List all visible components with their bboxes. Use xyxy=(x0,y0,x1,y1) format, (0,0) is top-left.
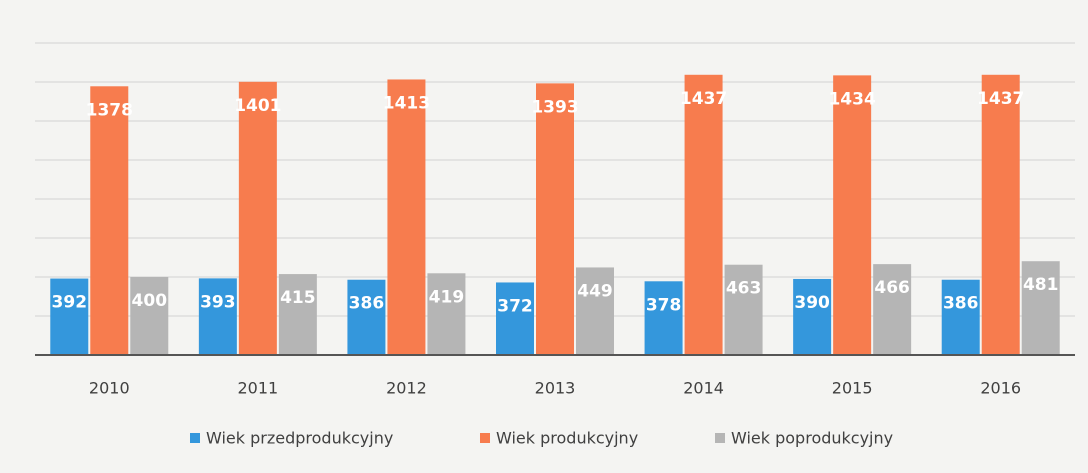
bar xyxy=(724,264,763,355)
bar xyxy=(238,81,277,356)
bar xyxy=(981,74,1020,355)
value-label: 419 xyxy=(429,287,465,307)
value-label: 1413 xyxy=(383,93,430,113)
value-label: 466 xyxy=(874,278,910,298)
bar xyxy=(576,267,614,355)
value-label: 415 xyxy=(280,288,316,308)
bar xyxy=(833,75,872,356)
value-label: 1378 xyxy=(86,100,133,120)
value-label: 463 xyxy=(726,279,762,299)
value-label: 449 xyxy=(577,281,613,301)
bar xyxy=(90,86,129,355)
value-label: 1393 xyxy=(531,97,578,117)
bar xyxy=(1021,261,1060,355)
bar xyxy=(50,278,89,355)
x-tick-label: 2011 xyxy=(237,379,278,398)
bar xyxy=(941,279,980,355)
legend-swatch xyxy=(480,433,490,443)
value-label: 400 xyxy=(132,291,168,311)
bar xyxy=(278,274,317,355)
bar xyxy=(793,278,832,355)
bar xyxy=(427,273,466,355)
bar xyxy=(347,279,386,355)
value-label: 378 xyxy=(646,295,682,315)
x-tick-label: 2010 xyxy=(89,379,130,398)
bar xyxy=(873,264,912,355)
value-label: 1401 xyxy=(234,96,281,116)
value-label: 1437 xyxy=(977,89,1024,109)
x-tick-label: 2015 xyxy=(832,379,873,398)
value-label: 392 xyxy=(52,293,88,313)
x-tick-label: 2014 xyxy=(683,379,724,398)
bar xyxy=(387,79,426,355)
bar xyxy=(198,278,237,355)
x-tick-label: 2012 xyxy=(386,379,427,398)
value-label: 481 xyxy=(1023,275,1059,295)
value-label: 390 xyxy=(794,293,830,313)
value-label: 386 xyxy=(349,294,385,314)
value-label: 1434 xyxy=(828,89,875,109)
bar xyxy=(644,281,683,355)
legend-swatch xyxy=(190,433,200,443)
x-tick-label: 2013 xyxy=(535,379,576,398)
legend-label: Wiek poprodukcyjny xyxy=(731,429,893,448)
legend-label: Wiek przedprodukcyjny xyxy=(206,429,393,448)
legend-swatch xyxy=(715,433,725,443)
legend-label: Wiek produkcyjny xyxy=(496,429,638,448)
bar xyxy=(130,277,169,355)
value-label: 393 xyxy=(200,292,236,312)
bar xyxy=(496,282,534,355)
value-label: 386 xyxy=(943,294,979,314)
value-label: 372 xyxy=(497,296,533,316)
bar xyxy=(536,83,574,356)
bar xyxy=(684,74,723,355)
x-tick-label: 2016 xyxy=(980,379,1021,398)
value-label: 1437 xyxy=(680,89,727,109)
